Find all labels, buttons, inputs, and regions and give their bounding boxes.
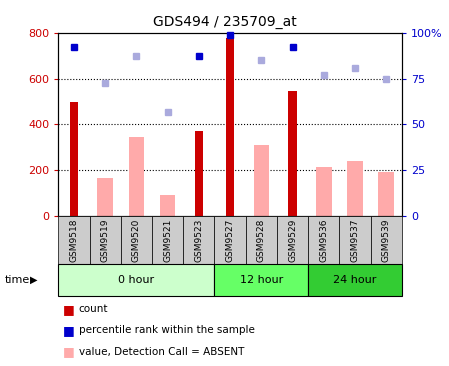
Bar [288, 91, 297, 216]
Bar [339, 216, 370, 264]
Bar [97, 178, 113, 216]
Bar [194, 131, 203, 216]
Bar [308, 216, 339, 264]
Text: 12 hour: 12 hour [240, 275, 283, 285]
Bar [58, 264, 215, 296]
Bar [379, 172, 394, 216]
Text: GSM9518: GSM9518 [70, 218, 79, 262]
Bar [215, 216, 246, 264]
Text: GSM9537: GSM9537 [351, 218, 360, 262]
Text: ■: ■ [63, 345, 75, 358]
Bar [90, 216, 121, 264]
Bar [58, 216, 90, 264]
Bar [347, 161, 363, 216]
Text: count: count [79, 304, 108, 314]
Text: ■: ■ [63, 303, 75, 316]
Text: time: time [4, 275, 30, 285]
Bar [121, 216, 152, 264]
Text: GSM9529: GSM9529 [288, 218, 297, 262]
Bar [277, 216, 308, 264]
Bar [128, 137, 144, 216]
Bar [254, 145, 269, 216]
Text: GSM9527: GSM9527 [225, 218, 235, 262]
Bar [215, 264, 308, 296]
Bar [152, 216, 183, 264]
Bar [370, 216, 402, 264]
Text: GSM9519: GSM9519 [101, 218, 110, 262]
Text: GSM9520: GSM9520 [132, 218, 141, 262]
Text: 24 hour: 24 hour [333, 275, 377, 285]
Text: value, Detection Call = ABSENT: value, Detection Call = ABSENT [79, 347, 244, 357]
Bar [226, 38, 234, 216]
Bar [183, 216, 215, 264]
Text: GSM9536: GSM9536 [319, 218, 328, 262]
Text: GSM9523: GSM9523 [194, 218, 203, 262]
Bar [316, 167, 332, 216]
Bar [160, 195, 176, 216]
Bar [70, 102, 79, 216]
Text: percentile rank within the sample: percentile rank within the sample [79, 325, 255, 336]
Text: ■: ■ [63, 324, 75, 337]
Bar [308, 264, 402, 296]
Text: GDS494 / 235709_at: GDS494 / 235709_at [153, 15, 296, 29]
Text: ▶: ▶ [30, 275, 37, 285]
Text: GSM9528: GSM9528 [257, 218, 266, 262]
Text: GSM9521: GSM9521 [163, 218, 172, 262]
Text: GSM9539: GSM9539 [382, 218, 391, 262]
Text: 0 hour: 0 hour [119, 275, 154, 285]
Bar [246, 216, 277, 264]
